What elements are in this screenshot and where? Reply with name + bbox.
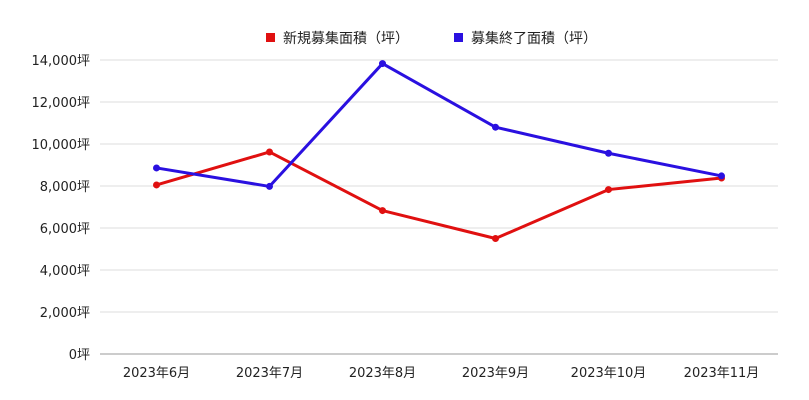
x-axis: 2023年6月 2023年7月 2023年8月 2023年9月 2023年10月 2023… — [123, 366, 760, 381]
data-point — [266, 182, 273, 190]
x-tick-label: 2023年8月 — [349, 366, 416, 381]
legend: 新規募集面積（坪） 募集終了面積（坪） — [266, 30, 597, 47]
series-line — [155, 150, 723, 240]
x-tick-label: 2023年11月 — [684, 366, 760, 381]
y-tick-label: 0坪 — [69, 348, 90, 363]
data-point — [605, 186, 612, 194]
x-tick-label: 2023年7月 — [236, 366, 303, 381]
legend-item-1: 新規募集面積（坪） — [266, 30, 409, 47]
legend-item-2: 募集終了面積（坪） — [454, 30, 597, 47]
y-tick-label: 14,000坪 — [32, 54, 91, 69]
data-point — [492, 235, 499, 242]
x-tick-label: 2023年9月 — [462, 366, 529, 381]
data-point — [718, 172, 725, 180]
data-point — [153, 181, 160, 189]
x-tick-label: 2023年6月 — [123, 366, 190, 381]
data-point — [492, 123, 499, 131]
legend-swatch — [266, 33, 275, 42]
y-tick-label: 4,000坪 — [40, 264, 90, 279]
y-tick-label: 12,000坪 — [32, 96, 91, 111]
series-line — [155, 62, 723, 188]
legend-label: 新規募集面積（坪） — [283, 30, 409, 47]
y-tick-label: 6,000坪 — [40, 222, 90, 237]
data-point — [379, 60, 386, 68]
series-2 — [153, 60, 725, 190]
gridlines — [100, 59, 778, 355]
series-layer — [153, 60, 725, 242]
data-point — [153, 164, 160, 172]
y-tick-label: 10,000坪 — [32, 138, 91, 153]
data-point — [379, 207, 386, 215]
y-tick-label: 2,000坪 — [40, 306, 90, 321]
legend-swatch — [454, 33, 463, 42]
legend-label: 募集終了面積（坪） — [471, 30, 597, 47]
y-axis: 0坪 2,000坪 4,000坪 6,000坪 8,000坪 10,000坪 12,000坪… — [32, 54, 91, 363]
data-point — [266, 148, 273, 156]
y-tick-label: 8,000坪 — [40, 180, 90, 195]
x-tick-label: 2023年10月 — [571, 366, 647, 381]
data-point — [605, 149, 612, 157]
